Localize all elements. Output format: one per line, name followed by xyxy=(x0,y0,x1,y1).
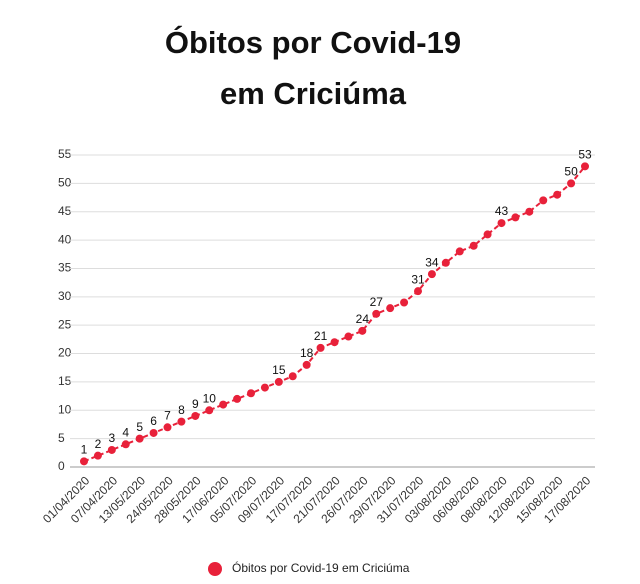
data-point xyxy=(344,332,353,341)
data-point xyxy=(483,230,492,239)
y-tick-label: 5 xyxy=(58,431,65,445)
data-label: 4 xyxy=(122,425,129,439)
data-point xyxy=(80,457,88,466)
data-point xyxy=(567,179,576,188)
data-point xyxy=(414,287,422,296)
data-point xyxy=(441,258,450,267)
y-tick-label: 45 xyxy=(58,204,72,218)
y-tick-label: 30 xyxy=(58,289,72,303)
y-tick-label: 55 xyxy=(58,147,72,161)
data-point xyxy=(316,343,325,352)
data-point xyxy=(135,434,144,443)
data-point xyxy=(386,304,395,313)
data-point xyxy=(539,196,548,205)
data-label: 27 xyxy=(370,295,384,309)
data-label: 9 xyxy=(192,397,199,411)
chart-title: Óbitos por Covid-19 xyxy=(165,24,461,60)
data-point xyxy=(511,213,520,222)
y-tick-label: 10 xyxy=(58,402,72,416)
data-label: 50 xyxy=(564,165,578,179)
data-point xyxy=(469,241,478,250)
data-label: 15 xyxy=(272,363,286,377)
y-tick-label: 25 xyxy=(58,317,72,331)
data-point xyxy=(93,451,102,460)
y-tick-label: 50 xyxy=(58,176,72,190)
data-label: 53 xyxy=(578,148,592,162)
y-tick-label: 35 xyxy=(58,261,72,275)
data-point xyxy=(288,372,297,381)
data-point xyxy=(247,389,255,398)
legend-marker xyxy=(208,562,222,576)
y-tick-label: 0 xyxy=(58,459,65,473)
data-point xyxy=(525,207,534,216)
data-point xyxy=(121,440,130,449)
data-point xyxy=(358,326,367,335)
data-label: 1 xyxy=(81,442,88,456)
data-point xyxy=(205,406,214,415)
data-point xyxy=(372,309,381,318)
legend-label: Óbitos por Covid-19 em Criciúma xyxy=(232,560,410,575)
data-point xyxy=(427,270,436,279)
data-label: 24 xyxy=(356,312,370,326)
data-label: 10 xyxy=(203,391,217,405)
series-line xyxy=(83,165,586,463)
y-tick-label: 15 xyxy=(58,374,72,388)
data-label: 2 xyxy=(95,437,102,451)
data-label: 21 xyxy=(314,329,328,343)
data-point xyxy=(581,162,589,171)
data-point xyxy=(400,298,409,307)
data-label: 31 xyxy=(411,272,425,286)
data-label: 3 xyxy=(108,431,115,445)
data-label: 8 xyxy=(178,403,185,417)
y-tick-label: 20 xyxy=(58,346,72,360)
data-label: 43 xyxy=(495,204,509,218)
data-point xyxy=(177,417,186,426)
data-label: 34 xyxy=(425,255,439,269)
data-point xyxy=(163,423,172,432)
data-point xyxy=(149,428,158,437)
data-label: 18 xyxy=(300,346,314,360)
data-point xyxy=(191,411,200,420)
data-label: 6 xyxy=(150,414,157,428)
data-label: 5 xyxy=(136,420,143,434)
chart-title: em Criciúma xyxy=(220,76,407,111)
data-point xyxy=(107,445,116,454)
data-point xyxy=(497,219,506,228)
y-tick-label: 40 xyxy=(58,232,72,246)
data-point xyxy=(553,190,562,199)
data-point xyxy=(302,360,311,369)
data-point xyxy=(455,247,464,256)
data-point xyxy=(260,383,269,392)
data-label: 7 xyxy=(164,408,171,422)
data-point xyxy=(233,394,242,403)
data-point xyxy=(219,400,228,409)
data-point xyxy=(274,377,283,386)
data-point xyxy=(330,338,339,347)
